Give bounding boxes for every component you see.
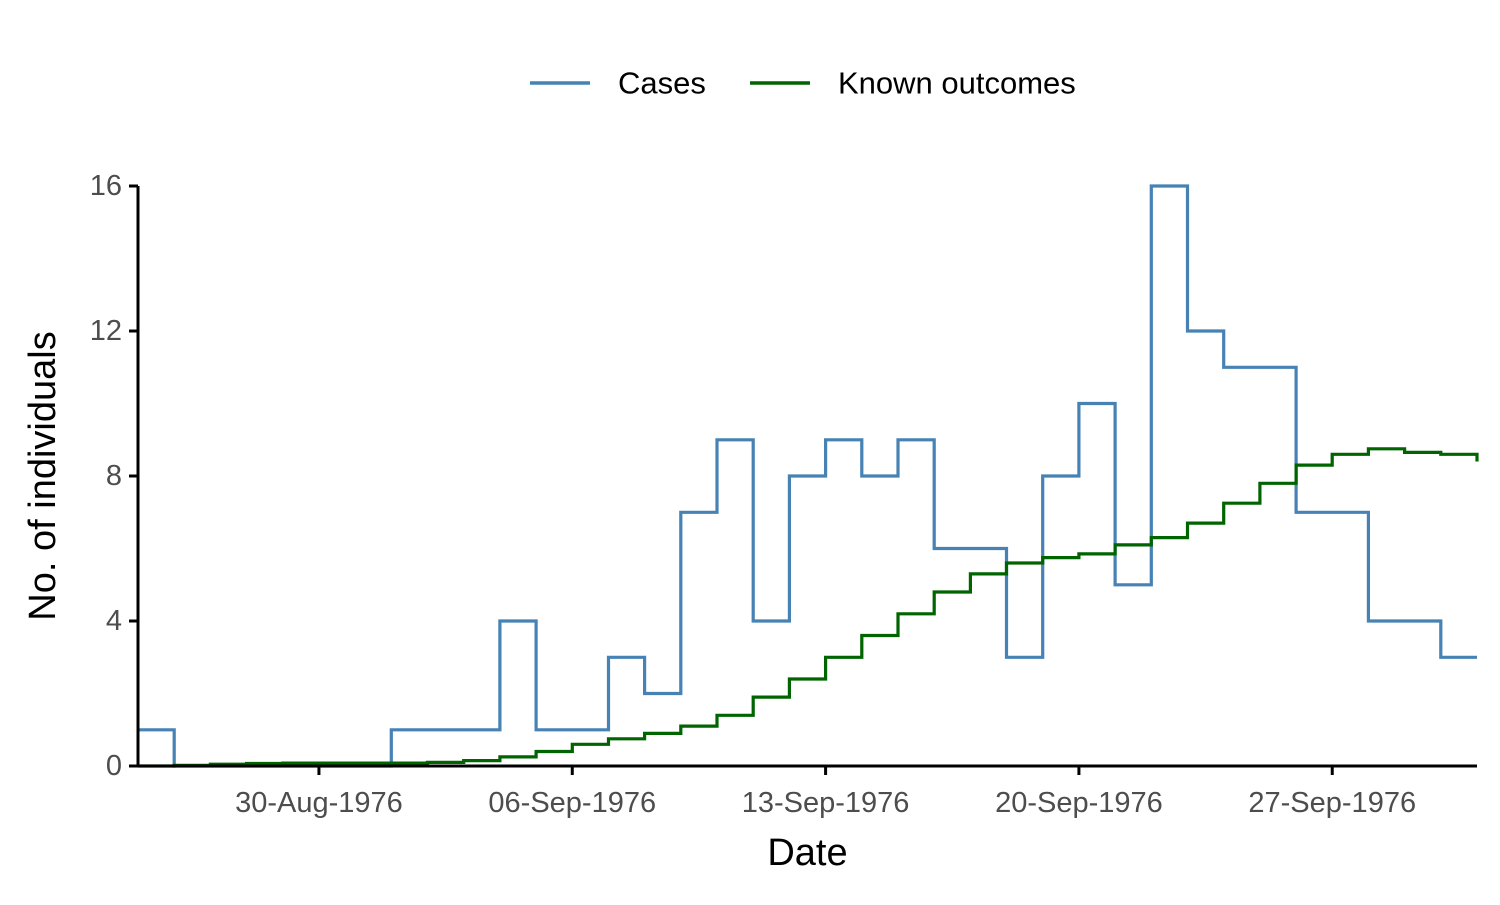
y-tick-label: 16 [90, 170, 122, 202]
plot-lines [138, 184, 1479, 768]
x-tick-label: 13-Sep-1976 [742, 787, 910, 819]
y-tick-label: 4 [106, 605, 122, 637]
x-tick-label: 06-Sep-1976 [488, 787, 656, 819]
x-axis-title: Date [767, 832, 847, 874]
y-tick-label: 0 [106, 750, 122, 782]
legend-label-cases: Cases [618, 66, 706, 101]
series-line-cases [138, 184, 1477, 768]
legend: Cases Known outcomes [530, 66, 1076, 101]
axes: 0 4 8 12 16 30-Aug-1976 06-Sep-1976 13-Sep-1976… [90, 170, 1477, 819]
series-line-known-outcomes [138, 447, 1479, 768]
y-tick-label: 12 [90, 315, 122, 347]
x-tick-label: 30-Aug-1976 [235, 787, 403, 819]
x-tick-label: 20-Sep-1976 [995, 787, 1163, 819]
y-tick-label: 8 [106, 460, 122, 492]
x-tick-label: 27-Sep-1976 [1248, 787, 1416, 819]
y-axis-title: No. of individuals [22, 331, 64, 620]
legend-label-known-outcomes: Known outcomes [838, 66, 1076, 101]
